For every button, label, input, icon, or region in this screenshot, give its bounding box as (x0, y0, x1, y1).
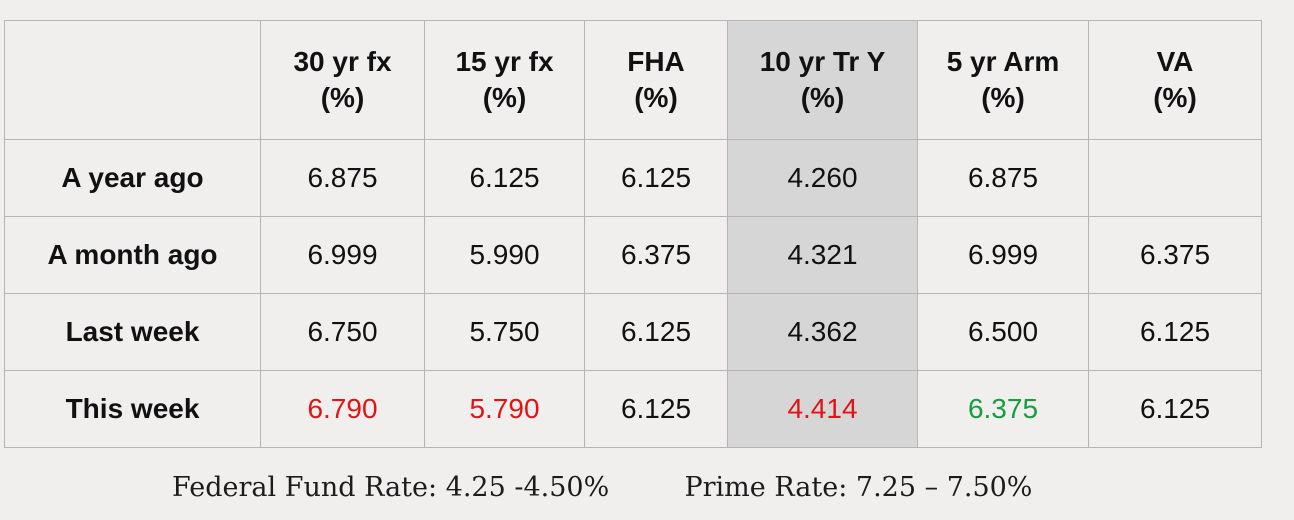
rate-cell-increase: 5.790 (424, 370, 585, 448)
rate-cell: 6.999 (260, 216, 425, 294)
row-label: A year ago (4, 139, 261, 217)
rate-cell: 6.750 (260, 293, 425, 371)
rate-cell (1088, 139, 1262, 217)
header-10yr-treasury: 10 yr Tr Y (%) (727, 20, 918, 140)
rate-cell: 6.125 (584, 293, 728, 371)
rate-cell: 6.125 (1088, 293, 1262, 371)
rate-cell: 6.999 (917, 216, 1089, 294)
mortgage-rates-table: 30 yr fx (%) 15 yr fx (%) FHA (%) 10 yr Tr … (4, 20, 1262, 448)
header-15yr-fixed: 15 yr fx (%) (424, 20, 585, 140)
rate-cell: 6.125 (1088, 370, 1262, 448)
rate-cell-increase: 6.790 (260, 370, 425, 448)
rate-cell: 5.990 (424, 216, 585, 294)
row-this-week: This week 6.790 5.790 6.125 4.414 6.375 … (4, 370, 1262, 448)
rate-cell: 6.125 (424, 139, 585, 217)
rate-cell: 6.125 (584, 370, 728, 448)
header-va: VA (%) (1088, 20, 1262, 140)
rate-cell: 4.321 (727, 216, 918, 294)
federal-fund-rate-value: 4.25 -4.50% (445, 472, 610, 503)
prime-rate-label: Prime Rate: (684, 472, 848, 503)
rate-cell: 6.875 (917, 139, 1089, 217)
row-a-year-ago: A year ago 6.875 6.125 6.125 4.260 6.875 (4, 139, 1262, 217)
header-fha: FHA (%) (584, 20, 728, 140)
header-row: 30 yr fx (%) 15 yr fx (%) FHA (%) 10 yr Tr … (4, 20, 1262, 140)
rate-cell: 4.260 (727, 139, 918, 217)
federal-fund-rate-label: Federal Fund Rate: (172, 472, 438, 503)
row-label: Last week (4, 293, 261, 371)
footer-rates: Federal Fund Rate: 4.25 -4.50% Prime Rat… (172, 472, 1032, 503)
row-a-month-ago: A month ago 6.999 5.990 6.375 4.321 6.99… (4, 216, 1262, 294)
rate-cell: 6.375 (584, 216, 728, 294)
header-30yr-fixed: 30 yr fx (%) (260, 20, 425, 140)
rate-cell: 6.875 (260, 139, 425, 217)
header-corner-cell (4, 20, 261, 140)
rate-cell: 6.125 (584, 139, 728, 217)
rate-cell-decrease: 6.375 (917, 370, 1089, 448)
rate-cell: 5.750 (424, 293, 585, 371)
prime-rate-value: 7.25 – 7.50% (855, 472, 1033, 503)
rate-cell-increase: 4.414 (727, 370, 918, 448)
rate-cell: 4.362 (727, 293, 918, 371)
header-5yr-arm: 5 yr Arm (%) (917, 20, 1089, 140)
rate-cell: 6.375 (1088, 216, 1262, 294)
row-last-week: Last week 6.750 5.750 6.125 4.362 6.500 … (4, 293, 1262, 371)
row-label: This week (4, 370, 261, 448)
rate-cell: 6.500 (917, 293, 1089, 371)
row-label: A month ago (4, 216, 261, 294)
